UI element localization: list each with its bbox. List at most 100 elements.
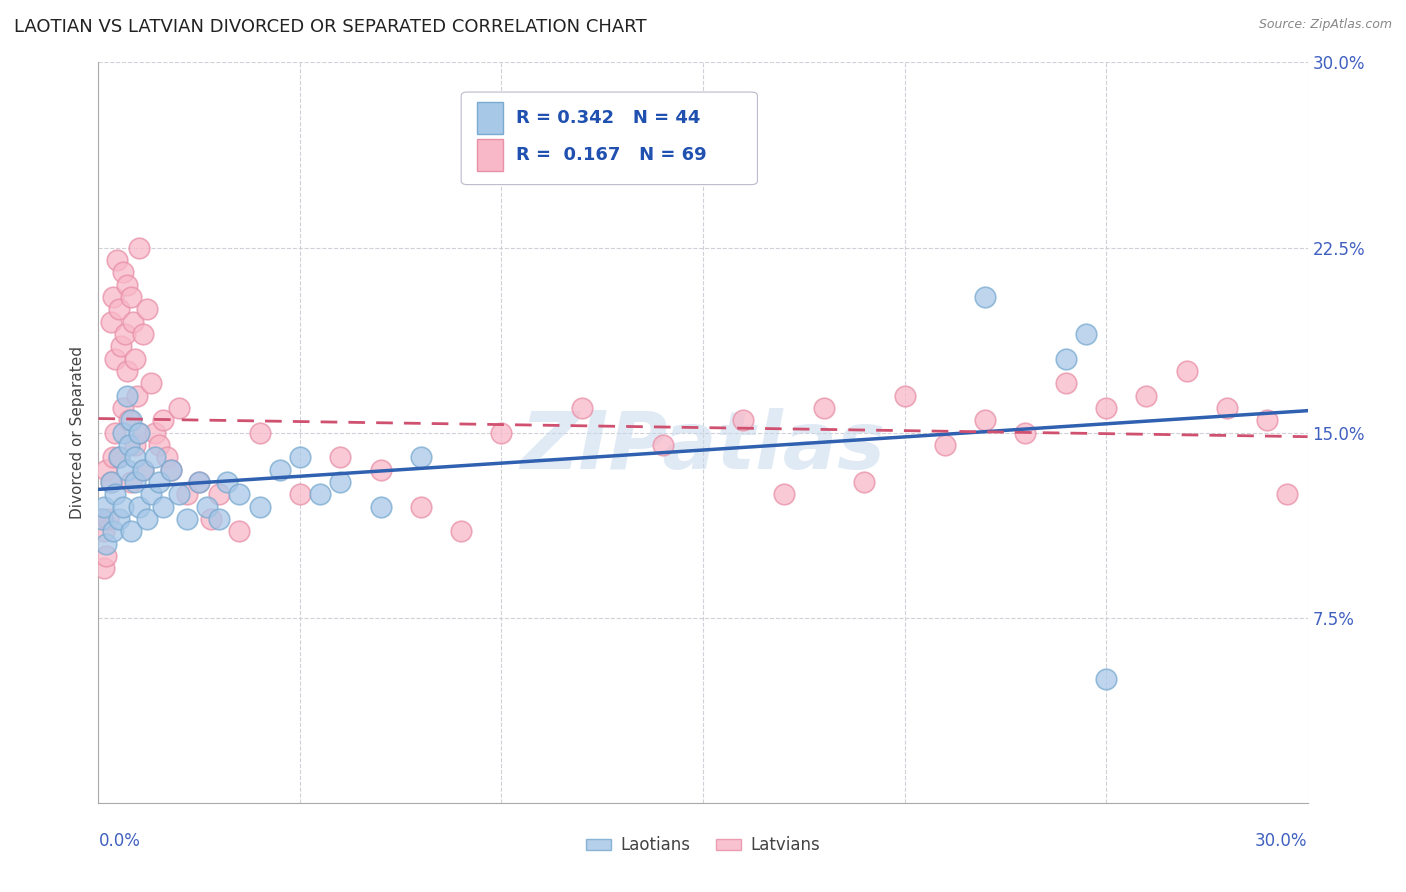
Point	[125, 388, 148, 402]
Point	[132, 462, 155, 476]
Point	[1054, 376, 1077, 391]
Point	[1175, 364, 1198, 378]
Point	[111, 425, 134, 440]
Point	[288, 450, 311, 465]
Point	[132, 462, 155, 476]
Point	[160, 462, 183, 476]
Point	[772, 487, 794, 501]
Point	[107, 450, 129, 465]
Point	[107, 450, 129, 465]
Point	[893, 388, 915, 402]
Text: R = 0.342   N = 44: R = 0.342 N = 44	[516, 109, 700, 127]
Point	[148, 475, 170, 489]
Point	[135, 512, 157, 526]
Text: LAOTIAN VS LATVIAN DIVORCED OR SEPARATED CORRELATION CHART: LAOTIAN VS LATVIAN DIVORCED OR SEPARATED…	[14, 18, 647, 36]
Point	[143, 425, 166, 440]
Point	[152, 500, 174, 514]
Point	[91, 512, 114, 526]
Legend: Laotians, Latvians: Laotians, Latvians	[579, 830, 827, 861]
Point	[118, 438, 141, 452]
Point	[91, 512, 114, 526]
Point	[105, 252, 128, 267]
Point	[167, 487, 190, 501]
Point	[103, 425, 125, 440]
Point	[139, 487, 162, 501]
Point	[115, 277, 138, 292]
Point	[100, 475, 122, 489]
Point	[93, 561, 115, 575]
Point	[160, 462, 183, 476]
Point	[1014, 425, 1036, 440]
Point	[450, 524, 472, 539]
Point	[100, 314, 122, 328]
FancyBboxPatch shape	[477, 103, 503, 134]
Point	[115, 364, 138, 378]
FancyBboxPatch shape	[477, 139, 503, 170]
Point	[110, 339, 132, 353]
Point	[100, 475, 122, 489]
Point	[974, 290, 997, 304]
Point	[651, 438, 673, 452]
Point	[309, 487, 332, 501]
Point	[120, 475, 142, 489]
Text: 30.0%: 30.0%	[1256, 832, 1308, 850]
Point	[139, 376, 162, 391]
Point	[195, 500, 218, 514]
Point	[934, 438, 956, 452]
FancyBboxPatch shape	[461, 92, 758, 185]
Point	[101, 524, 124, 539]
Text: Source: ZipAtlas.com: Source: ZipAtlas.com	[1258, 18, 1392, 31]
Point	[1074, 326, 1097, 341]
Point	[128, 240, 150, 255]
Point	[107, 512, 129, 526]
Point	[124, 475, 146, 489]
Text: ZIPatlas: ZIPatlas	[520, 409, 886, 486]
Point	[167, 401, 190, 415]
Point	[107, 302, 129, 317]
Point	[93, 524, 115, 539]
Point	[124, 351, 146, 366]
Point	[329, 450, 352, 465]
Point	[96, 536, 118, 550]
Point	[1095, 673, 1118, 687]
Point	[571, 401, 593, 415]
Point	[128, 500, 150, 514]
Point	[249, 500, 271, 514]
Point	[96, 549, 118, 563]
Point	[101, 450, 124, 465]
Point	[103, 487, 125, 501]
Point	[124, 438, 146, 452]
Point	[114, 326, 136, 341]
Point	[370, 500, 392, 514]
Point	[228, 487, 250, 501]
Point	[208, 487, 231, 501]
Point	[853, 475, 876, 489]
Point	[491, 425, 513, 440]
Point	[329, 475, 352, 489]
Point	[93, 500, 115, 514]
Point	[111, 401, 134, 415]
Point	[1277, 487, 1299, 501]
Point	[200, 512, 222, 526]
Point	[120, 413, 142, 427]
Point	[111, 265, 134, 279]
Point	[176, 512, 198, 526]
Point	[1095, 401, 1118, 415]
Point	[1135, 388, 1157, 402]
Point	[217, 475, 239, 489]
Point	[813, 401, 835, 415]
Point	[370, 462, 392, 476]
Point	[115, 388, 138, 402]
Text: 0.0%: 0.0%	[98, 832, 141, 850]
Point	[103, 351, 125, 366]
Point	[288, 487, 311, 501]
Point	[128, 425, 150, 440]
Point	[228, 524, 250, 539]
Point	[121, 314, 143, 328]
Text: R =  0.167   N = 69: R = 0.167 N = 69	[516, 146, 706, 164]
Point	[188, 475, 211, 489]
Point	[409, 450, 432, 465]
Point	[128, 425, 150, 440]
Point	[118, 413, 141, 427]
Point	[733, 413, 755, 427]
